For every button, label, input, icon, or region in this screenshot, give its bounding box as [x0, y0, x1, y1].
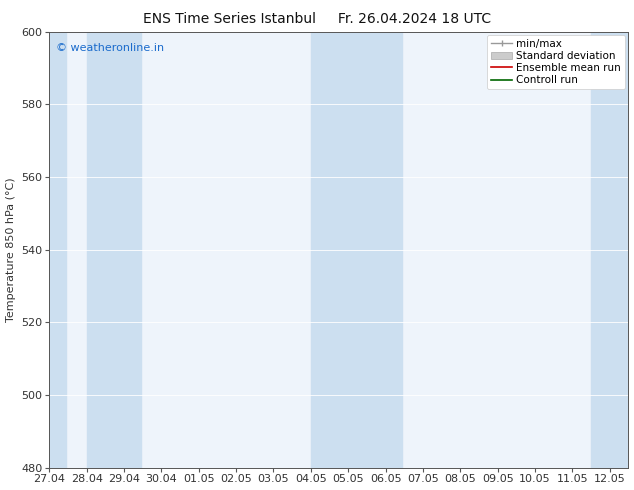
Bar [311, 32, 403, 467]
Text: © weatheronline.in: © weatheronline.in [56, 43, 164, 52]
Text: ENS Time Series Istanbul     Fr. 26.04.2024 18 UTC: ENS Time Series Istanbul Fr. 26.04.2024 … [143, 12, 491, 26]
Bar [87, 32, 141, 467]
Y-axis label: Temperature 850 hPa (°C): Temperature 850 hPa (°C) [6, 177, 16, 322]
Legend: min/max, Standard deviation, Ensemble mean run, Controll run: min/max, Standard deviation, Ensemble me… [487, 35, 625, 89]
Bar [49, 32, 66, 467]
Bar [591, 32, 628, 467]
